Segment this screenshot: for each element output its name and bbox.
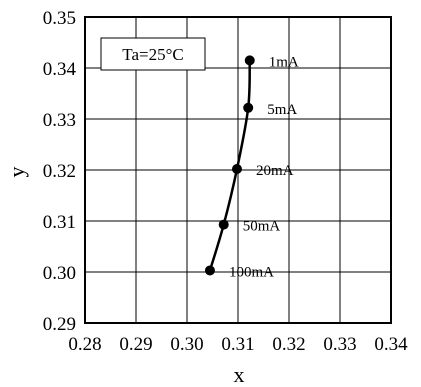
y-tick-labels: 0.29 0.30 0.31 0.32 0.33 0.34 0.35 [43, 8, 77, 335]
y-tick-label: 0.32 [43, 161, 76, 182]
point-label: 50mA [243, 219, 281, 235]
x-tick-label: 0.32 [272, 334, 305, 355]
x-tick-label: 0.29 [119, 334, 152, 355]
y-tick-label: 0.30 [43, 263, 76, 284]
x-tick-label: 0.28 [68, 334, 101, 355]
y-tick-label: 0.34 [43, 59, 77, 80]
data-point [204, 265, 215, 276]
legend-box: Ta=25°C [100, 37, 206, 71]
plot-frame [84, 16, 392, 324]
x-tick-label: 0.33 [323, 334, 356, 355]
data-point [231, 163, 242, 174]
point-label: 20mA [256, 163, 294, 179]
point-label: 100mA [229, 264, 274, 280]
x-tick-label: 0.30 [170, 334, 203, 355]
point-label: 5mA [267, 102, 297, 118]
x-tick-label: 0.31 [221, 334, 254, 355]
temperature-annotation: Ta=25°C [122, 45, 183, 64]
data-point [218, 219, 229, 230]
data-point [244, 55, 255, 66]
series-line [208, 60, 251, 271]
data-point [243, 102, 254, 113]
x-tick-label: 0.34 [374, 334, 408, 355]
y-tick-label: 0.33 [43, 110, 76, 131]
x-axis-title: x [234, 362, 245, 387]
point-label: 1mA [269, 54, 299, 70]
y-tick-label: 0.35 [43, 8, 76, 29]
y-tick-label: 0.29 [43, 314, 76, 335]
y-axis-title: y [4, 167, 29, 178]
x-tick-labels: 0.28 0.29 0.30 0.31 0.32 0.33 0.34 [68, 334, 408, 355]
series: 1mA 5mA 20mA 50mA 100mA [204, 54, 299, 280]
y-tick-label: 0.31 [43, 212, 76, 233]
